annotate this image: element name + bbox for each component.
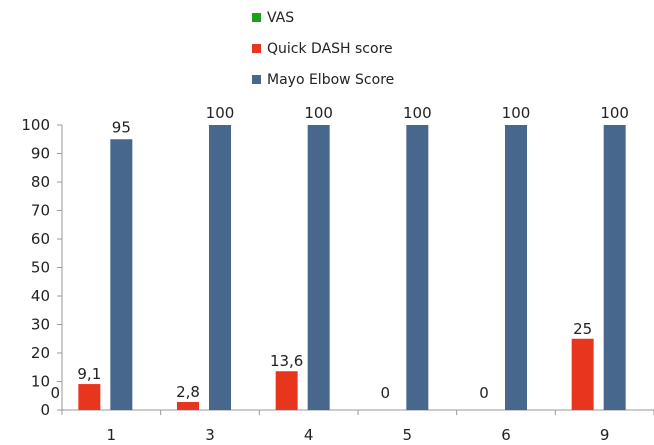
data-label-dash-cat-6: 0: [479, 384, 489, 402]
y-tick-label: 100: [21, 116, 50, 134]
legend-label-3: Mayo Elbow Score: [267, 72, 394, 88]
y-tick-label: 40: [31, 287, 50, 305]
bar-series3-cat-5: [406, 125, 429, 410]
data-label-dash-cat-1: 9,1: [77, 365, 101, 383]
x-tick-label: 3: [205, 426, 215, 444]
data-label-vas-cat-1: 0: [51, 384, 61, 402]
y-tick-label: 50: [31, 259, 50, 277]
legend: VAS Quick DASH score Mayo Elbow Score: [252, 10, 394, 88]
x-tick-label: 1: [107, 426, 117, 444]
legend-swatch-2: [252, 44, 261, 53]
legend-label-2: Quick DASH score: [267, 41, 393, 57]
bar-series3-cat-9: [603, 125, 626, 410]
data-label-dash-cat-3: 2,8: [176, 383, 200, 401]
bar-series2-cat-1: [78, 384, 101, 410]
legend-swatch-3: [252, 75, 261, 84]
y-tick-label: 0: [40, 401, 50, 419]
data-label-mayo-cat-9: 100: [600, 104, 629, 122]
data-label-mayo-cat-6: 100: [502, 104, 531, 122]
bar-series2-cat-9: [571, 338, 594, 410]
bar-series3-cat-3: [209, 125, 231, 410]
y-tick-label: 80: [31, 173, 50, 191]
y-tick-label: 90: [31, 145, 50, 163]
x-tick-label: 9: [600, 426, 610, 444]
data-label-dash-cat-9: 25: [573, 320, 592, 338]
data-labels: 0 9,1 95 2,8 100 13,6 100 0 100 0 100 25 100: [51, 104, 629, 402]
data-label-mayo-cat-4: 100: [304, 104, 333, 122]
bar-series2-cat-4: [275, 371, 298, 410]
bar-series3-cat-4: [307, 125, 330, 410]
bar-series3-cat-6: [505, 125, 527, 410]
bar-series3-cat-1: [110, 139, 133, 410]
data-label-dash-cat-5: 0: [381, 384, 391, 402]
data-label-dash-cat-4: 13,6: [270, 352, 303, 370]
y-tick-label: 70: [31, 202, 50, 220]
x-tick-label: 6: [501, 426, 511, 444]
y-tick-label: 10: [31, 373, 50, 391]
y-tick-label: 30: [31, 316, 50, 334]
bars: [78, 125, 626, 410]
y-tick-label: 60: [31, 230, 50, 248]
x-tick-label: 5: [403, 426, 413, 444]
data-label-mayo-cat-3: 100: [206, 104, 235, 122]
y-tick-label: 20: [31, 344, 50, 362]
legend-swatch-1: [252, 13, 261, 22]
data-label-mayo-cat-5: 100: [403, 104, 432, 122]
data-label-mayo-cat-1: 95: [112, 118, 131, 136]
bar-series2-cat-3: [177, 402, 199, 410]
legend-label-1: VAS: [267, 10, 294, 26]
x-tick-label: 4: [304, 426, 314, 444]
